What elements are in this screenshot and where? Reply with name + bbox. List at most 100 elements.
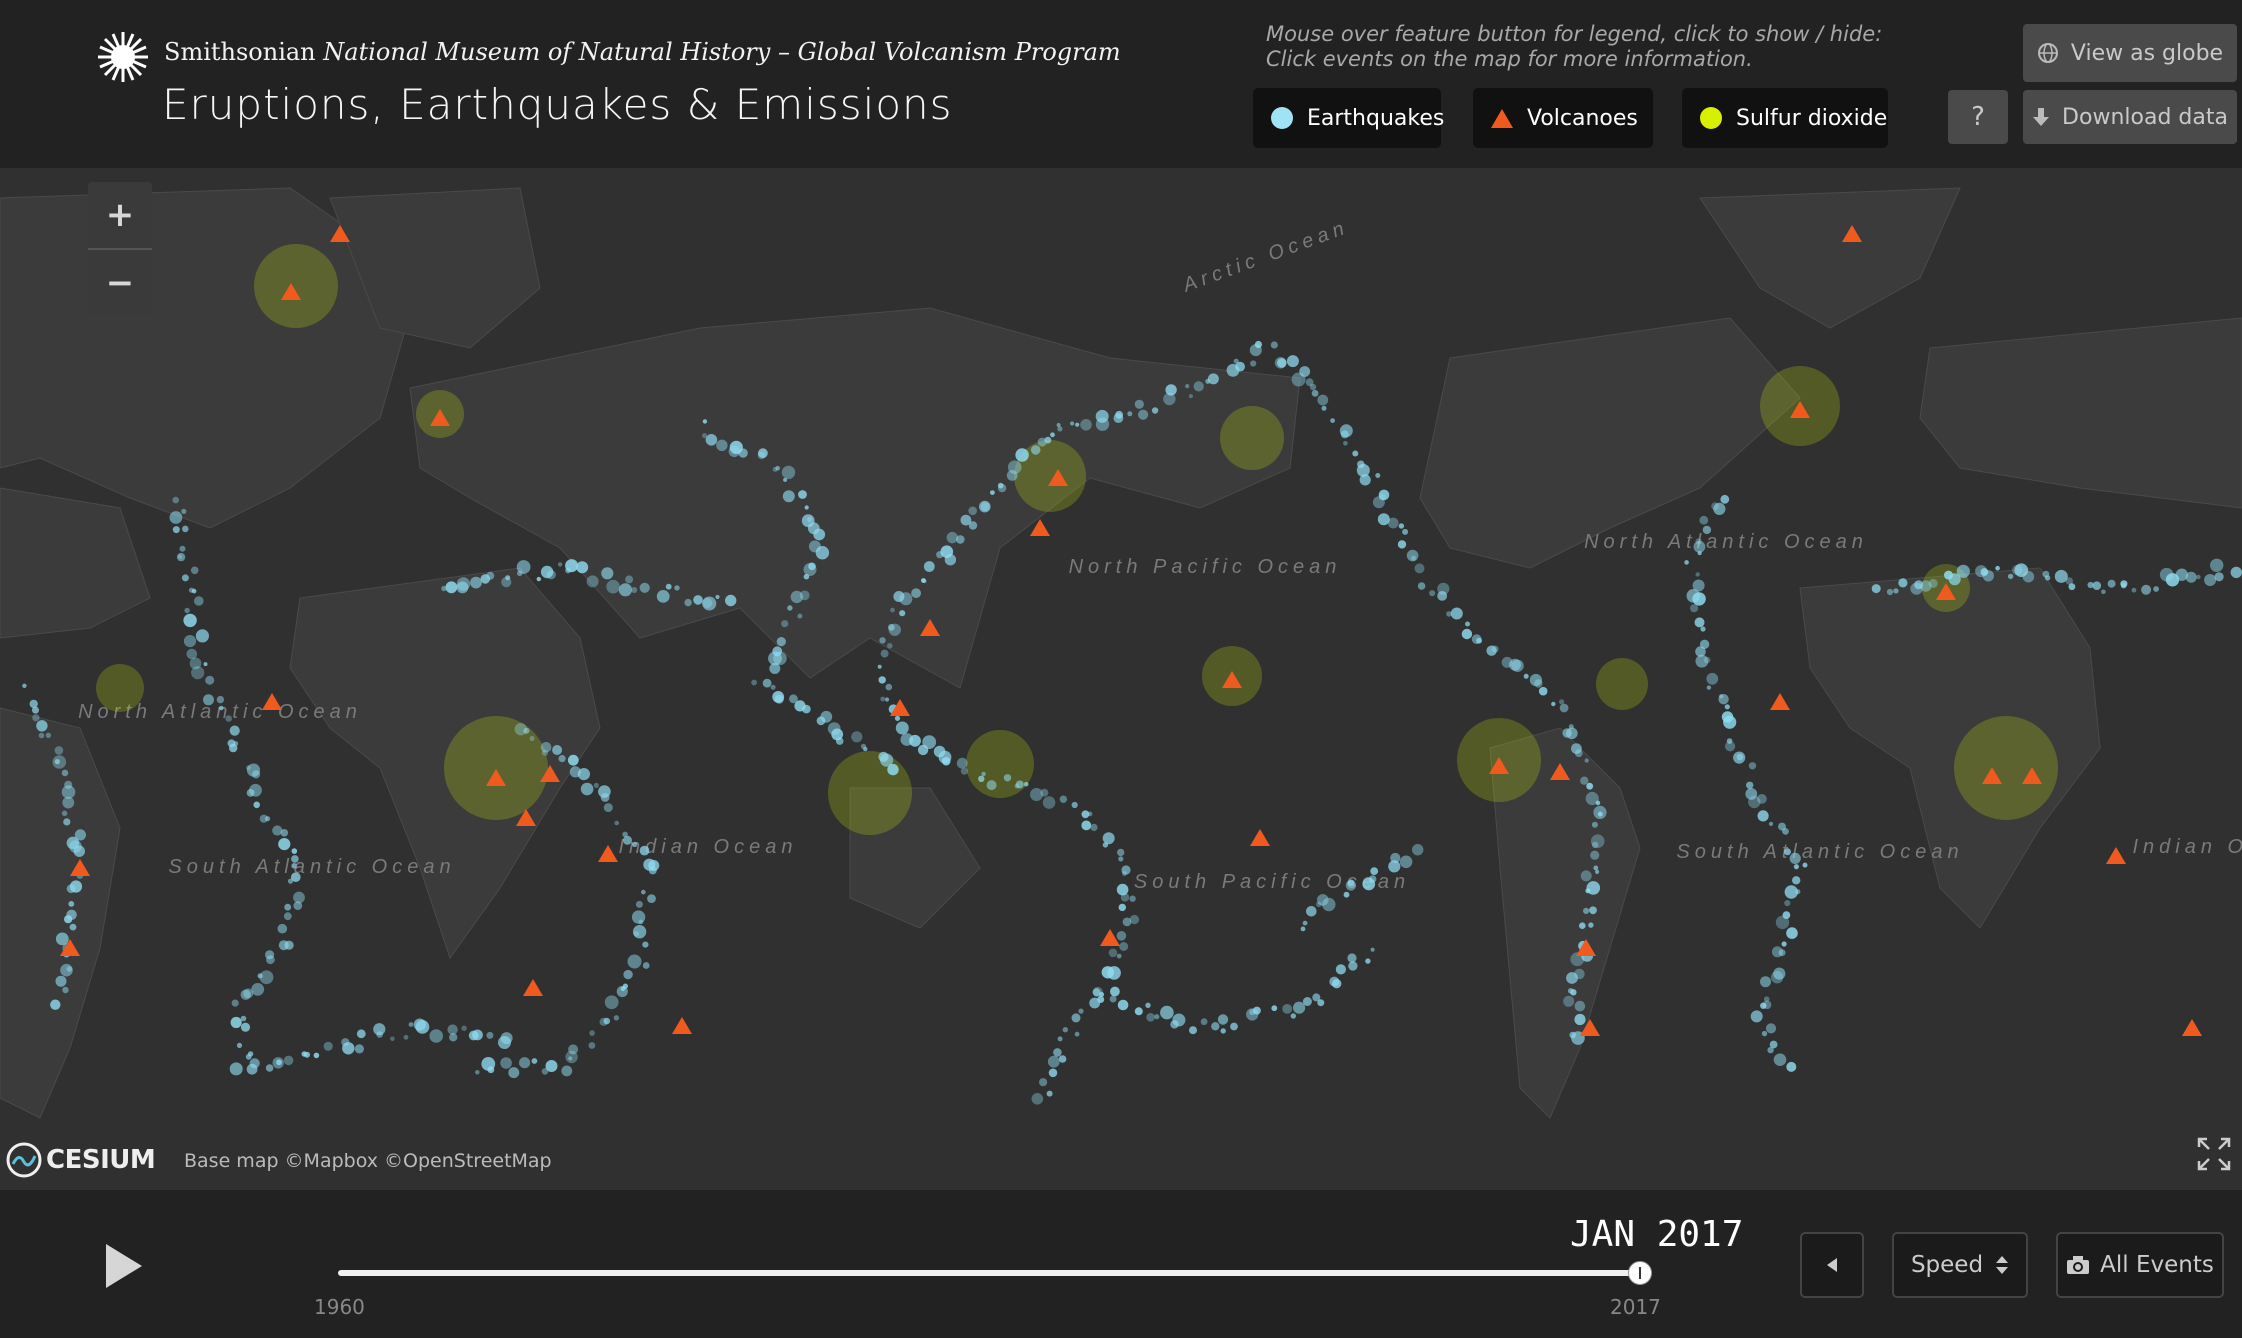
earthquake-marker[interactable] bbox=[1109, 995, 1117, 1003]
earthquake-marker[interactable] bbox=[593, 782, 599, 789]
earthquake-marker[interactable] bbox=[1773, 1053, 1787, 1066]
earthquake-marker[interactable] bbox=[38, 732, 45, 739]
speed-select[interactable]: Speed bbox=[1892, 1232, 2028, 1298]
earthquake-marker[interactable] bbox=[631, 910, 646, 924]
earthquake-marker[interactable] bbox=[531, 1058, 538, 1064]
earthquake-marker[interactable] bbox=[540, 742, 552, 753]
earthquake-marker[interactable] bbox=[614, 820, 619, 826]
volcano-marker[interactable] bbox=[1770, 693, 1790, 710]
earthquake-marker[interactable] bbox=[194, 596, 204, 606]
earthquake-marker[interactable] bbox=[1702, 525, 1712, 535]
earthquake-marker[interactable] bbox=[1700, 626, 1706, 632]
earthquake-marker[interactable] bbox=[1317, 999, 1325, 1007]
earthquake-marker[interactable] bbox=[586, 575, 599, 588]
earthquake-marker[interactable] bbox=[32, 706, 39, 714]
earthquake-marker[interactable] bbox=[1044, 436, 1052, 444]
earthquake-marker[interactable] bbox=[2065, 577, 2073, 585]
earthquake-marker[interactable] bbox=[1230, 1022, 1238, 1031]
earthquake-marker[interactable] bbox=[1559, 703, 1569, 713]
earthquake-marker[interactable] bbox=[54, 746, 64, 755]
earthquake-marker[interactable] bbox=[229, 725, 240, 736]
earthquake-marker[interactable] bbox=[259, 814, 268, 823]
earthquake-marker[interactable] bbox=[1138, 409, 1149, 420]
earthquake-marker[interactable] bbox=[1733, 751, 1746, 764]
so2-marker[interactable] bbox=[96, 664, 144, 712]
earthquake-marker[interactable] bbox=[1134, 399, 1144, 409]
earthquake-marker[interactable] bbox=[1117, 999, 1129, 1011]
earthquake-marker[interactable] bbox=[1795, 889, 1801, 895]
earthquake-marker[interactable] bbox=[265, 816, 271, 822]
earthquake-marker[interactable] bbox=[1235, 361, 1245, 372]
earthquake-marker[interactable] bbox=[978, 775, 985, 782]
earthquake-marker[interactable] bbox=[641, 889, 646, 895]
earthquake-marker[interactable] bbox=[184, 607, 190, 614]
volcano-marker[interactable] bbox=[540, 765, 560, 782]
earthquake-marker[interactable] bbox=[890, 607, 895, 613]
earthquake-marker[interactable] bbox=[769, 663, 781, 674]
earthquake-marker[interactable] bbox=[561, 1065, 573, 1077]
earthquake-marker[interactable] bbox=[1589, 906, 1597, 915]
earthquake-marker[interactable] bbox=[1773, 967, 1786, 980]
earthquake-marker[interactable] bbox=[2014, 563, 2029, 577]
earthquake-marker[interactable] bbox=[1793, 864, 1799, 870]
earthquake-marker[interactable] bbox=[182, 525, 189, 533]
volcano-marker[interactable] bbox=[1842, 225, 1862, 242]
earthquake-marker[interactable] bbox=[1574, 1013, 1586, 1026]
earthquake-marker[interactable] bbox=[576, 561, 589, 574]
earthquake-marker[interactable] bbox=[647, 894, 656, 903]
earthquake-marker[interactable] bbox=[240, 989, 251, 1000]
earthquake-marker[interactable] bbox=[768, 651, 782, 666]
earthquake-marker[interactable] bbox=[461, 1025, 467, 1031]
earthquake-marker[interactable] bbox=[1134, 1007, 1143, 1016]
earthquake-marker[interactable] bbox=[770, 684, 776, 690]
earthquake-marker[interactable] bbox=[1359, 474, 1371, 486]
volcano-marker[interactable] bbox=[516, 809, 536, 826]
earthquake-marker[interactable] bbox=[63, 818, 71, 826]
earthquake-marker[interactable] bbox=[1129, 914, 1140, 925]
earthquake-marker[interactable] bbox=[1200, 1018, 1208, 1026]
earthquake-marker[interactable] bbox=[968, 506, 977, 516]
earthquake-marker[interactable] bbox=[625, 575, 634, 584]
earthquake-marker[interactable] bbox=[600, 793, 610, 802]
earthquake-marker[interactable] bbox=[1465, 621, 1470, 627]
earthquake-marker[interactable] bbox=[1117, 848, 1125, 857]
volcano-marker[interactable] bbox=[920, 619, 940, 636]
earthquake-marker[interactable] bbox=[781, 465, 796, 480]
earthquake-marker[interactable] bbox=[715, 594, 720, 600]
earthquake-marker[interactable] bbox=[2153, 586, 2160, 592]
earthquake-marker[interactable] bbox=[287, 878, 294, 884]
earthquake-marker[interactable] bbox=[36, 720, 48, 732]
earthquake-marker[interactable] bbox=[1046, 1090, 1053, 1097]
earthquake-marker[interactable] bbox=[922, 735, 937, 749]
earthquake-marker[interactable] bbox=[2210, 558, 2224, 572]
earthquake-marker[interactable] bbox=[1778, 949, 1786, 957]
earthquake-marker[interactable] bbox=[2054, 569, 2068, 583]
earthquake-marker[interactable] bbox=[921, 578, 926, 583]
earthquake-marker[interactable] bbox=[1781, 941, 1787, 947]
earthquake-marker[interactable] bbox=[716, 439, 728, 451]
map-canvas[interactable]: Arctic Ocean North Atlantic Ocean North … bbox=[0, 168, 2242, 1190]
earthquake-marker[interactable] bbox=[944, 554, 957, 566]
earthquake-marker[interactable] bbox=[500, 1032, 513, 1045]
earthquake-marker[interactable] bbox=[1397, 540, 1407, 549]
earthquake-marker[interactable] bbox=[1471, 634, 1482, 645]
earthquake-marker[interactable] bbox=[1523, 673, 1529, 679]
earthquake-marker[interactable] bbox=[449, 1033, 458, 1042]
earthquake-marker[interactable] bbox=[1116, 883, 1129, 896]
earthquake-marker[interactable] bbox=[246, 1063, 258, 1075]
earthquake-marker[interactable] bbox=[1402, 528, 1409, 535]
earthquake-marker[interactable] bbox=[429, 1029, 444, 1043]
earthquake-marker[interactable] bbox=[219, 705, 224, 711]
earthquake-marker[interactable] bbox=[176, 552, 186, 562]
earthquake-marker[interactable] bbox=[456, 577, 471, 591]
earthquake-marker[interactable] bbox=[1760, 1002, 1767, 1009]
earthquake-marker[interactable] bbox=[772, 466, 778, 472]
earthquake-marker[interactable] bbox=[803, 573, 810, 580]
earthquake-marker[interactable] bbox=[61, 785, 76, 799]
volcano-marker[interactable] bbox=[486, 769, 506, 786]
earthquake-marker[interactable] bbox=[1585, 791, 1599, 806]
volcano-marker[interactable] bbox=[1100, 929, 1120, 946]
earthquake-marker[interactable] bbox=[1368, 875, 1377, 883]
download-data-button[interactable]: Download data bbox=[2023, 90, 2237, 144]
earthquake-marker[interactable] bbox=[1127, 411, 1133, 417]
